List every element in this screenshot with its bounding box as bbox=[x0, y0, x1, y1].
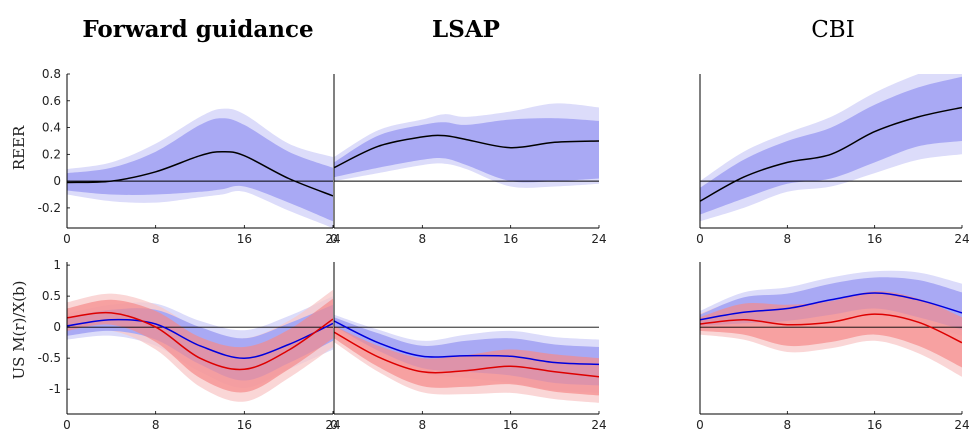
x-tick-label: 24 bbox=[954, 232, 969, 246]
panels: 0 8 16 24-0.200.20.40.60.80 8 16 24 0 8 16 240 8 16 2… bbox=[38, 67, 970, 432]
y-tick-label: 0.5 bbox=[42, 289, 61, 303]
plot-area bbox=[334, 103, 599, 188]
x-tick-label: 8 bbox=[152, 418, 160, 432]
column-title-lsap: LSAP bbox=[432, 16, 500, 43]
x-tick-label: 16 bbox=[867, 232, 882, 246]
series-line-blue bbox=[67, 318, 333, 359]
series-line-black bbox=[334, 134, 599, 169]
x-tick-label: 0 bbox=[330, 232, 338, 246]
y-tick-label: 0.2 bbox=[42, 147, 61, 161]
x-tick-label: 24 bbox=[325, 232, 340, 246]
y-tick-label: 0.4 bbox=[42, 121, 61, 135]
series-line-blue bbox=[700, 292, 962, 321]
plot-area bbox=[700, 74, 962, 222]
panel-2: 0 8 16 24 bbox=[696, 74, 970, 246]
column-title-forward-guidance: Forward guidance bbox=[82, 16, 313, 43]
panel-0: 0 8 16 24 -0.2 0 0.2 0.4 0.6 0.8 bbox=[38, 67, 341, 246]
x-tick-label: 8 bbox=[152, 232, 160, 246]
x-tick-label: 16 bbox=[867, 418, 882, 432]
x-tick-label: 8 bbox=[419, 232, 427, 246]
y-tick-label: 0 bbox=[53, 320, 61, 334]
band-inner-red bbox=[334, 325, 599, 396]
x-tick-label: 0 bbox=[330, 418, 338, 432]
x-tick-label: 16 bbox=[237, 232, 252, 246]
x-tick-label: 24 bbox=[591, 232, 606, 246]
x-tick-label: 24 bbox=[954, 418, 969, 432]
band-inner-black bbox=[67, 118, 333, 222]
x-tick-label: 8 bbox=[784, 232, 792, 246]
series-line-red bbox=[700, 313, 962, 344]
y-tick-label: 1 bbox=[53, 258, 61, 272]
y-tick-label: -1 bbox=[49, 382, 61, 396]
ylabel-reer: REER bbox=[10, 125, 28, 170]
plot-area bbox=[67, 289, 333, 402]
ylabel-us-mx: US M(r)/X(b) bbox=[10, 281, 28, 380]
panel-3: 0 8 16 24 -1 -0.5 0 0.5 1 bbox=[38, 258, 341, 432]
y-tick-label: 0 bbox=[53, 174, 61, 188]
band-inner-black bbox=[334, 118, 599, 183]
x-tick-label: 0 bbox=[63, 232, 71, 246]
x-tick-label: 16 bbox=[503, 418, 518, 432]
panel-5: 0 8 16 24 bbox=[696, 262, 970, 432]
x-tick-label: 16 bbox=[237, 418, 252, 432]
plot-area bbox=[67, 108, 333, 228]
band-inner-black bbox=[700, 76, 962, 215]
plot-area bbox=[700, 270, 962, 377]
series-line-black bbox=[700, 106, 962, 202]
y-tick-label: -0.2 bbox=[38, 201, 61, 215]
series-line-blue bbox=[334, 320, 599, 366]
series-line-red bbox=[67, 311, 333, 371]
y-tick-label: 0.8 bbox=[42, 67, 61, 81]
x-tick-label: 8 bbox=[419, 418, 427, 432]
x-tick-label: 16 bbox=[503, 232, 518, 246]
x-tick-label: 8 bbox=[784, 418, 792, 432]
x-tick-label: 0 bbox=[696, 232, 704, 246]
column-title-cbi: CBI bbox=[811, 17, 855, 43]
series-line-red bbox=[334, 331, 599, 378]
y-tick-label: 0.6 bbox=[42, 94, 61, 108]
panel-4: 0 8 16 24 bbox=[330, 262, 607, 432]
y-tick-label: -0.5 bbox=[38, 351, 61, 365]
x-tick-label: 0 bbox=[63, 418, 71, 432]
x-tick-label: 24 bbox=[325, 418, 340, 432]
plot-area bbox=[334, 314, 599, 403]
panel-1: 0 8 16 24 bbox=[330, 74, 607, 246]
series-line-black bbox=[67, 150, 333, 197]
x-tick-label: 0 bbox=[696, 418, 704, 432]
x-tick-label: 24 bbox=[591, 418, 606, 432]
